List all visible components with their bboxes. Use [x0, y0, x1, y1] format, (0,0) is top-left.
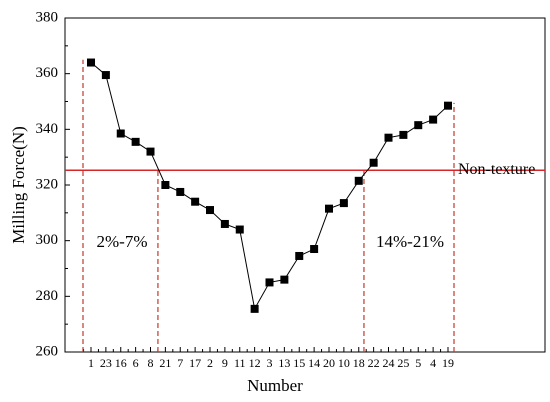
x-tick-label: 12	[249, 356, 261, 370]
data-point	[325, 204, 333, 213]
annotation: 14%-21%	[376, 232, 444, 251]
x-tick-label: 17	[189, 356, 201, 370]
data-point	[295, 251, 304, 260]
y-tick-label: 280	[36, 288, 59, 304]
x-tick-label: 21	[159, 356, 171, 370]
x-tick-label: 25	[397, 356, 409, 370]
x-tick-label: 2	[207, 356, 213, 370]
data-point	[250, 304, 259, 313]
x-axis-title: Number	[247, 376, 303, 395]
x-tick-label: 13	[278, 356, 290, 370]
data-point	[161, 181, 170, 189]
x-tick-label: 3	[267, 356, 273, 370]
data-point	[87, 58, 95, 67]
data-point	[384, 133, 393, 142]
x-tick-label: 16	[115, 356, 127, 370]
data-point	[369, 158, 378, 167]
y-tick-label: 360	[36, 65, 59, 81]
plot-frame	[64, 17, 546, 353]
x-tick-label: 19	[442, 356, 454, 370]
data-point	[414, 121, 423, 130]
data-point	[191, 197, 200, 206]
data-point	[220, 219, 229, 228]
x-tick-label: 11	[234, 356, 246, 370]
data-point	[101, 71, 110, 80]
y-tick-label: 260	[36, 343, 59, 359]
y-tick-label: 380	[36, 9, 59, 25]
x-tick-label: 4	[430, 356, 436, 370]
data-point	[206, 206, 214, 215]
data-point	[265, 278, 274, 287]
data-point	[354, 176, 363, 185]
data-point	[235, 225, 244, 234]
x-tick-label: 8	[148, 356, 154, 370]
y-axis-title: Milling Force(N)	[9, 126, 28, 244]
x-tick-label: 5	[415, 356, 421, 370]
x-tick-label: 18	[353, 356, 365, 370]
data-point	[146, 147, 155, 156]
data-point	[310, 245, 319, 254]
data-point	[176, 187, 185, 196]
data-point	[429, 115, 438, 124]
x-tick-label: 22	[368, 356, 380, 370]
x-tick-label: 6	[133, 356, 139, 370]
y-tick-label: 320	[36, 176, 59, 192]
x-tick-label: 24	[383, 356, 395, 370]
data-line	[90, 62, 449, 311]
reference-label: Non-texture	[458, 161, 535, 178]
x-tick-label: 14	[308, 356, 320, 370]
annotation: 2%-7%	[97, 232, 148, 251]
data-point	[339, 199, 348, 208]
y-tick-label: 340	[36, 121, 59, 137]
data-point	[444, 101, 452, 110]
x-tick-label: 20	[323, 356, 335, 370]
data-point	[131, 137, 140, 146]
x-tick-label: 10	[338, 356, 350, 370]
data-point	[399, 130, 408, 139]
x-tick-label: 23	[100, 356, 112, 370]
x-tick-label: 9	[222, 356, 228, 370]
x-tick-label: 15	[293, 356, 305, 370]
data-point	[116, 129, 125, 138]
x-tick-label: 7	[177, 356, 183, 370]
x-tick-label: 1	[88, 356, 94, 370]
data-point	[280, 275, 289, 284]
y-tick-label: 300	[36, 232, 59, 248]
